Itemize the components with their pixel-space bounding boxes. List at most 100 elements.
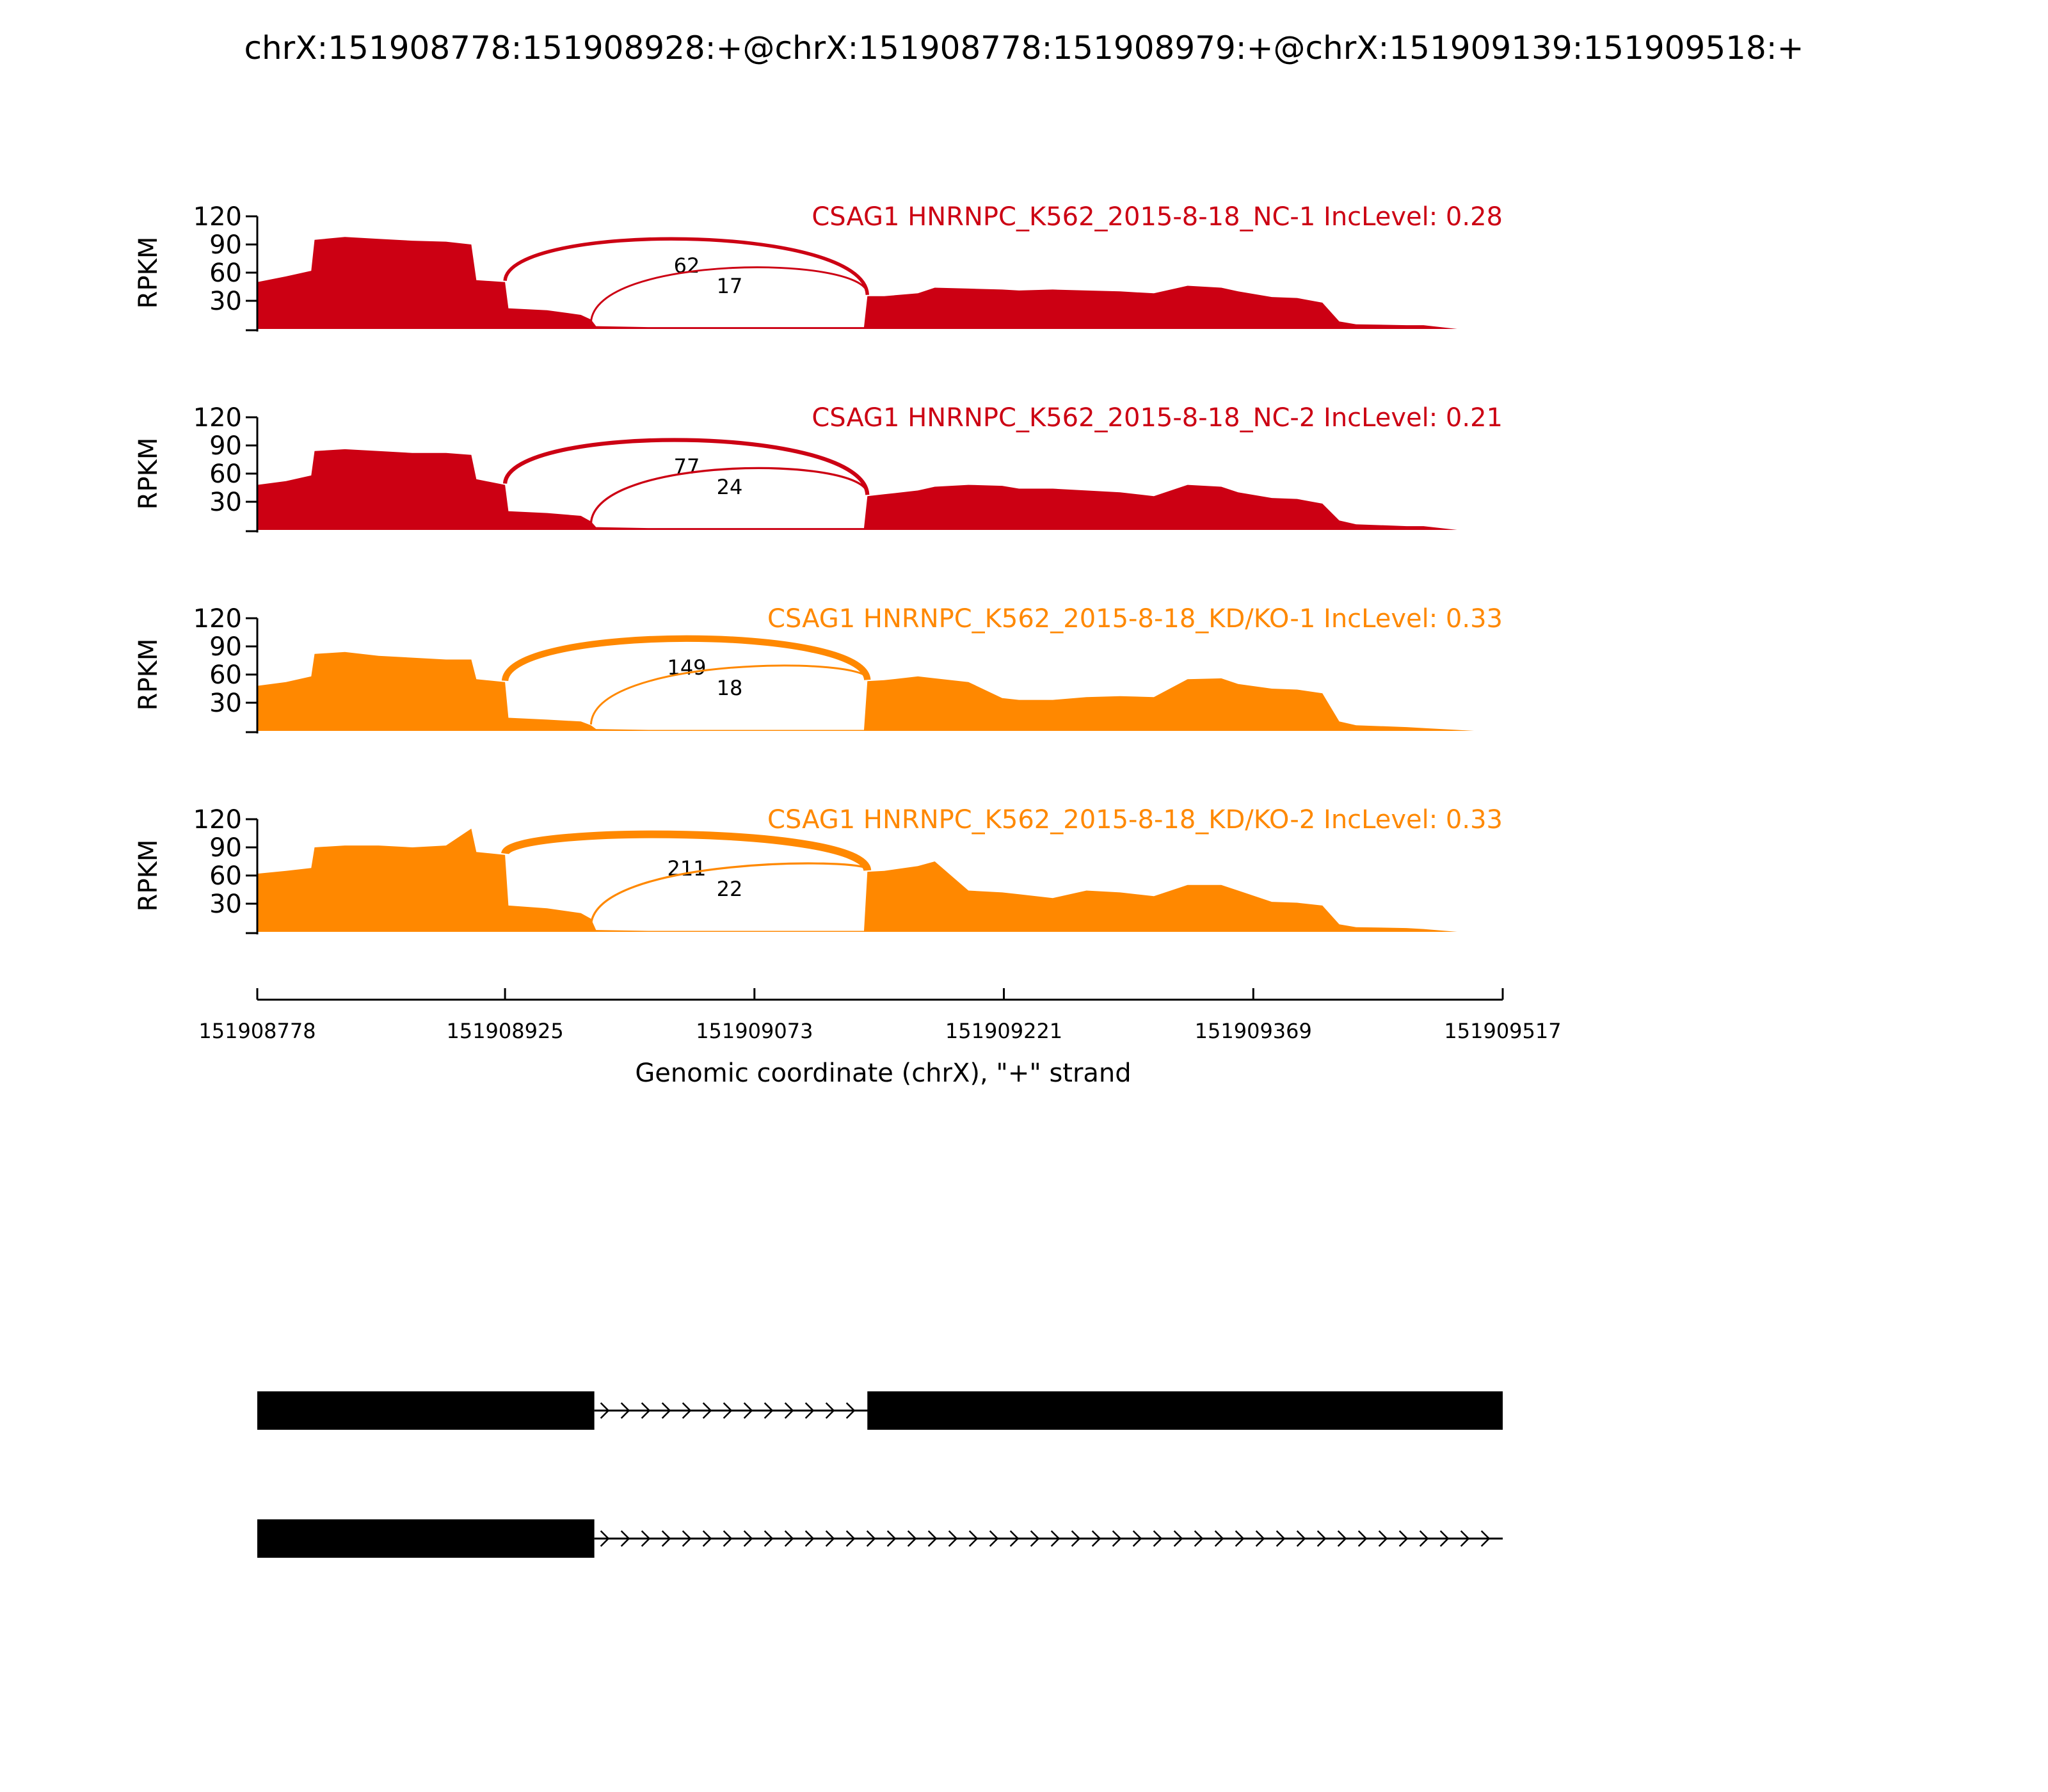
strand-arrow: [682, 1530, 692, 1547]
y-axis-label: RPKM: [134, 840, 163, 912]
strand-arrow: [1316, 1530, 1327, 1547]
strand-arrow: [764, 1530, 774, 1547]
strand-arrow: [1255, 1530, 1265, 1547]
strand-arrow: [1419, 1530, 1429, 1547]
chart-title: chrX:151908778:151908928:+@chrX:15190877…: [244, 29, 1804, 67]
y-tick-label: 30: [209, 488, 242, 517]
strand-arrow: [948, 1530, 958, 1547]
strand-arrow: [968, 1530, 979, 1547]
strand-arrow: [764, 1402, 774, 1419]
transcript-track: [257, 1391, 1503, 1558]
strand-arrow: [723, 1402, 733, 1419]
strand-arrow: [1153, 1530, 1163, 1547]
y-tick-label: 30: [209, 890, 242, 919]
coverage-area: [257, 828, 1503, 932]
strand-arrow: [1009, 1530, 1020, 1547]
y-tick-label: 30: [209, 287, 242, 316]
x-tick-label: 151909369: [1195, 1019, 1312, 1043]
strand-arrow: [1214, 1530, 1224, 1547]
y-tick-label: 120: [193, 805, 242, 835]
strand-arrow: [1132, 1530, 1142, 1547]
y-tick-label: 60: [209, 460, 242, 489]
strand-arrow: [1439, 1530, 1450, 1547]
strand-arrow: [1050, 1530, 1060, 1547]
strand-arrow: [620, 1402, 630, 1419]
x-tick-label: 151909073: [696, 1019, 813, 1043]
strand-arrow: [1235, 1530, 1245, 1547]
y-axis-label: RPKM: [134, 639, 163, 711]
strand-arrow: [1398, 1530, 1409, 1547]
strand-arrow: [825, 1530, 835, 1547]
strand-arrow: [682, 1402, 692, 1419]
strand-arrow: [1357, 1530, 1368, 1547]
transcript-1: [257, 1391, 1503, 1430]
junction-arc: [589, 862, 868, 926]
strand-arrow: [927, 1530, 938, 1547]
strand-arrow: [702, 1402, 712, 1419]
x-tick-label: 151909221: [945, 1019, 1062, 1043]
junction-count-bg: [699, 477, 760, 499]
strand-arrow: [1030, 1530, 1040, 1547]
strand-arrow: [641, 1402, 651, 1419]
junction-arc: [501, 830, 872, 872]
strand-arrow: [600, 1530, 610, 1547]
junction-count: 18: [717, 676, 743, 700]
transcript-2: [257, 1519, 1503, 1558]
sample-label: CSAG1 HNRNPC_K562_2015-8-18_NC-2 IncLeve…: [812, 403, 1503, 433]
y-tick-label: 30: [209, 689, 242, 718]
junction-count: 211: [667, 856, 706, 881]
junction-count-bg: [699, 678, 760, 700]
y-tick-label: 120: [193, 202, 242, 232]
junction-arc: [503, 237, 870, 295]
junction-arc: [502, 438, 870, 495]
x-axis: 151908778 151908925 151909073 151909221 1519…: [198, 988, 1562, 1043]
junction-count-bg: [656, 457, 717, 479]
strand-arrow: [620, 1530, 630, 1547]
junction-arc: [501, 635, 871, 682]
junction-count: 17: [717, 274, 743, 298]
strand-arrow: [1091, 1530, 1101, 1547]
strand-arrow: [1480, 1530, 1491, 1547]
y-tick-label: 120: [193, 604, 242, 634]
y-axis-label: RPKM: [134, 237, 163, 309]
exon-block: [867, 1391, 1503, 1430]
strand-arrow: [1378, 1530, 1388, 1547]
exon-block: [257, 1519, 595, 1558]
strand-arrow: [600, 1402, 610, 1419]
junction-arc: [589, 467, 868, 524]
x-axis-label: Genomic coordinate (chrX), "+" strand: [635, 1059, 1131, 1088]
strand-arrow: [845, 1530, 856, 1547]
strand-arrow: [804, 1530, 815, 1547]
strand-arrow: [784, 1530, 794, 1547]
y-tick-label: 60: [209, 660, 242, 690]
y-tick-label: 60: [209, 259, 242, 288]
y-tick-label: 90: [209, 230, 242, 260]
y-tick-label: 120: [193, 403, 242, 433]
strand-arrow: [1337, 1530, 1347, 1547]
sample-label: CSAG1 HNRNPC_K562_2015-8-18_NC-1 IncLeve…: [812, 202, 1503, 232]
x-tick-label: 151908925: [446, 1019, 563, 1043]
coverage-area: [257, 449, 1503, 530]
y-tick-label: 60: [209, 861, 242, 891]
strand-arrow: [1173, 1530, 1183, 1547]
coverage-area: [257, 652, 1503, 731]
strand-arrow: [1194, 1530, 1204, 1547]
strand-arrow: [702, 1530, 712, 1547]
junction-count-bg: [656, 256, 717, 278]
sample-label: CSAG1 HNRNPC_K562_2015-8-18_KD/KO-2 IncL…: [767, 805, 1503, 835]
strand-arrow: [804, 1402, 815, 1419]
strand-arrow: [825, 1402, 835, 1419]
y-axis-label: RPKM: [134, 438, 163, 510]
strand-arrow: [1460, 1530, 1470, 1547]
strand-arrow: [907, 1530, 917, 1547]
junction-arc: [589, 664, 868, 725]
junction-count: 22: [717, 877, 743, 901]
junction-count-bg: [699, 879, 760, 901]
junction-count: 24: [717, 475, 743, 499]
junction-count-bg: [699, 276, 760, 298]
strand-arrow: [784, 1402, 794, 1419]
